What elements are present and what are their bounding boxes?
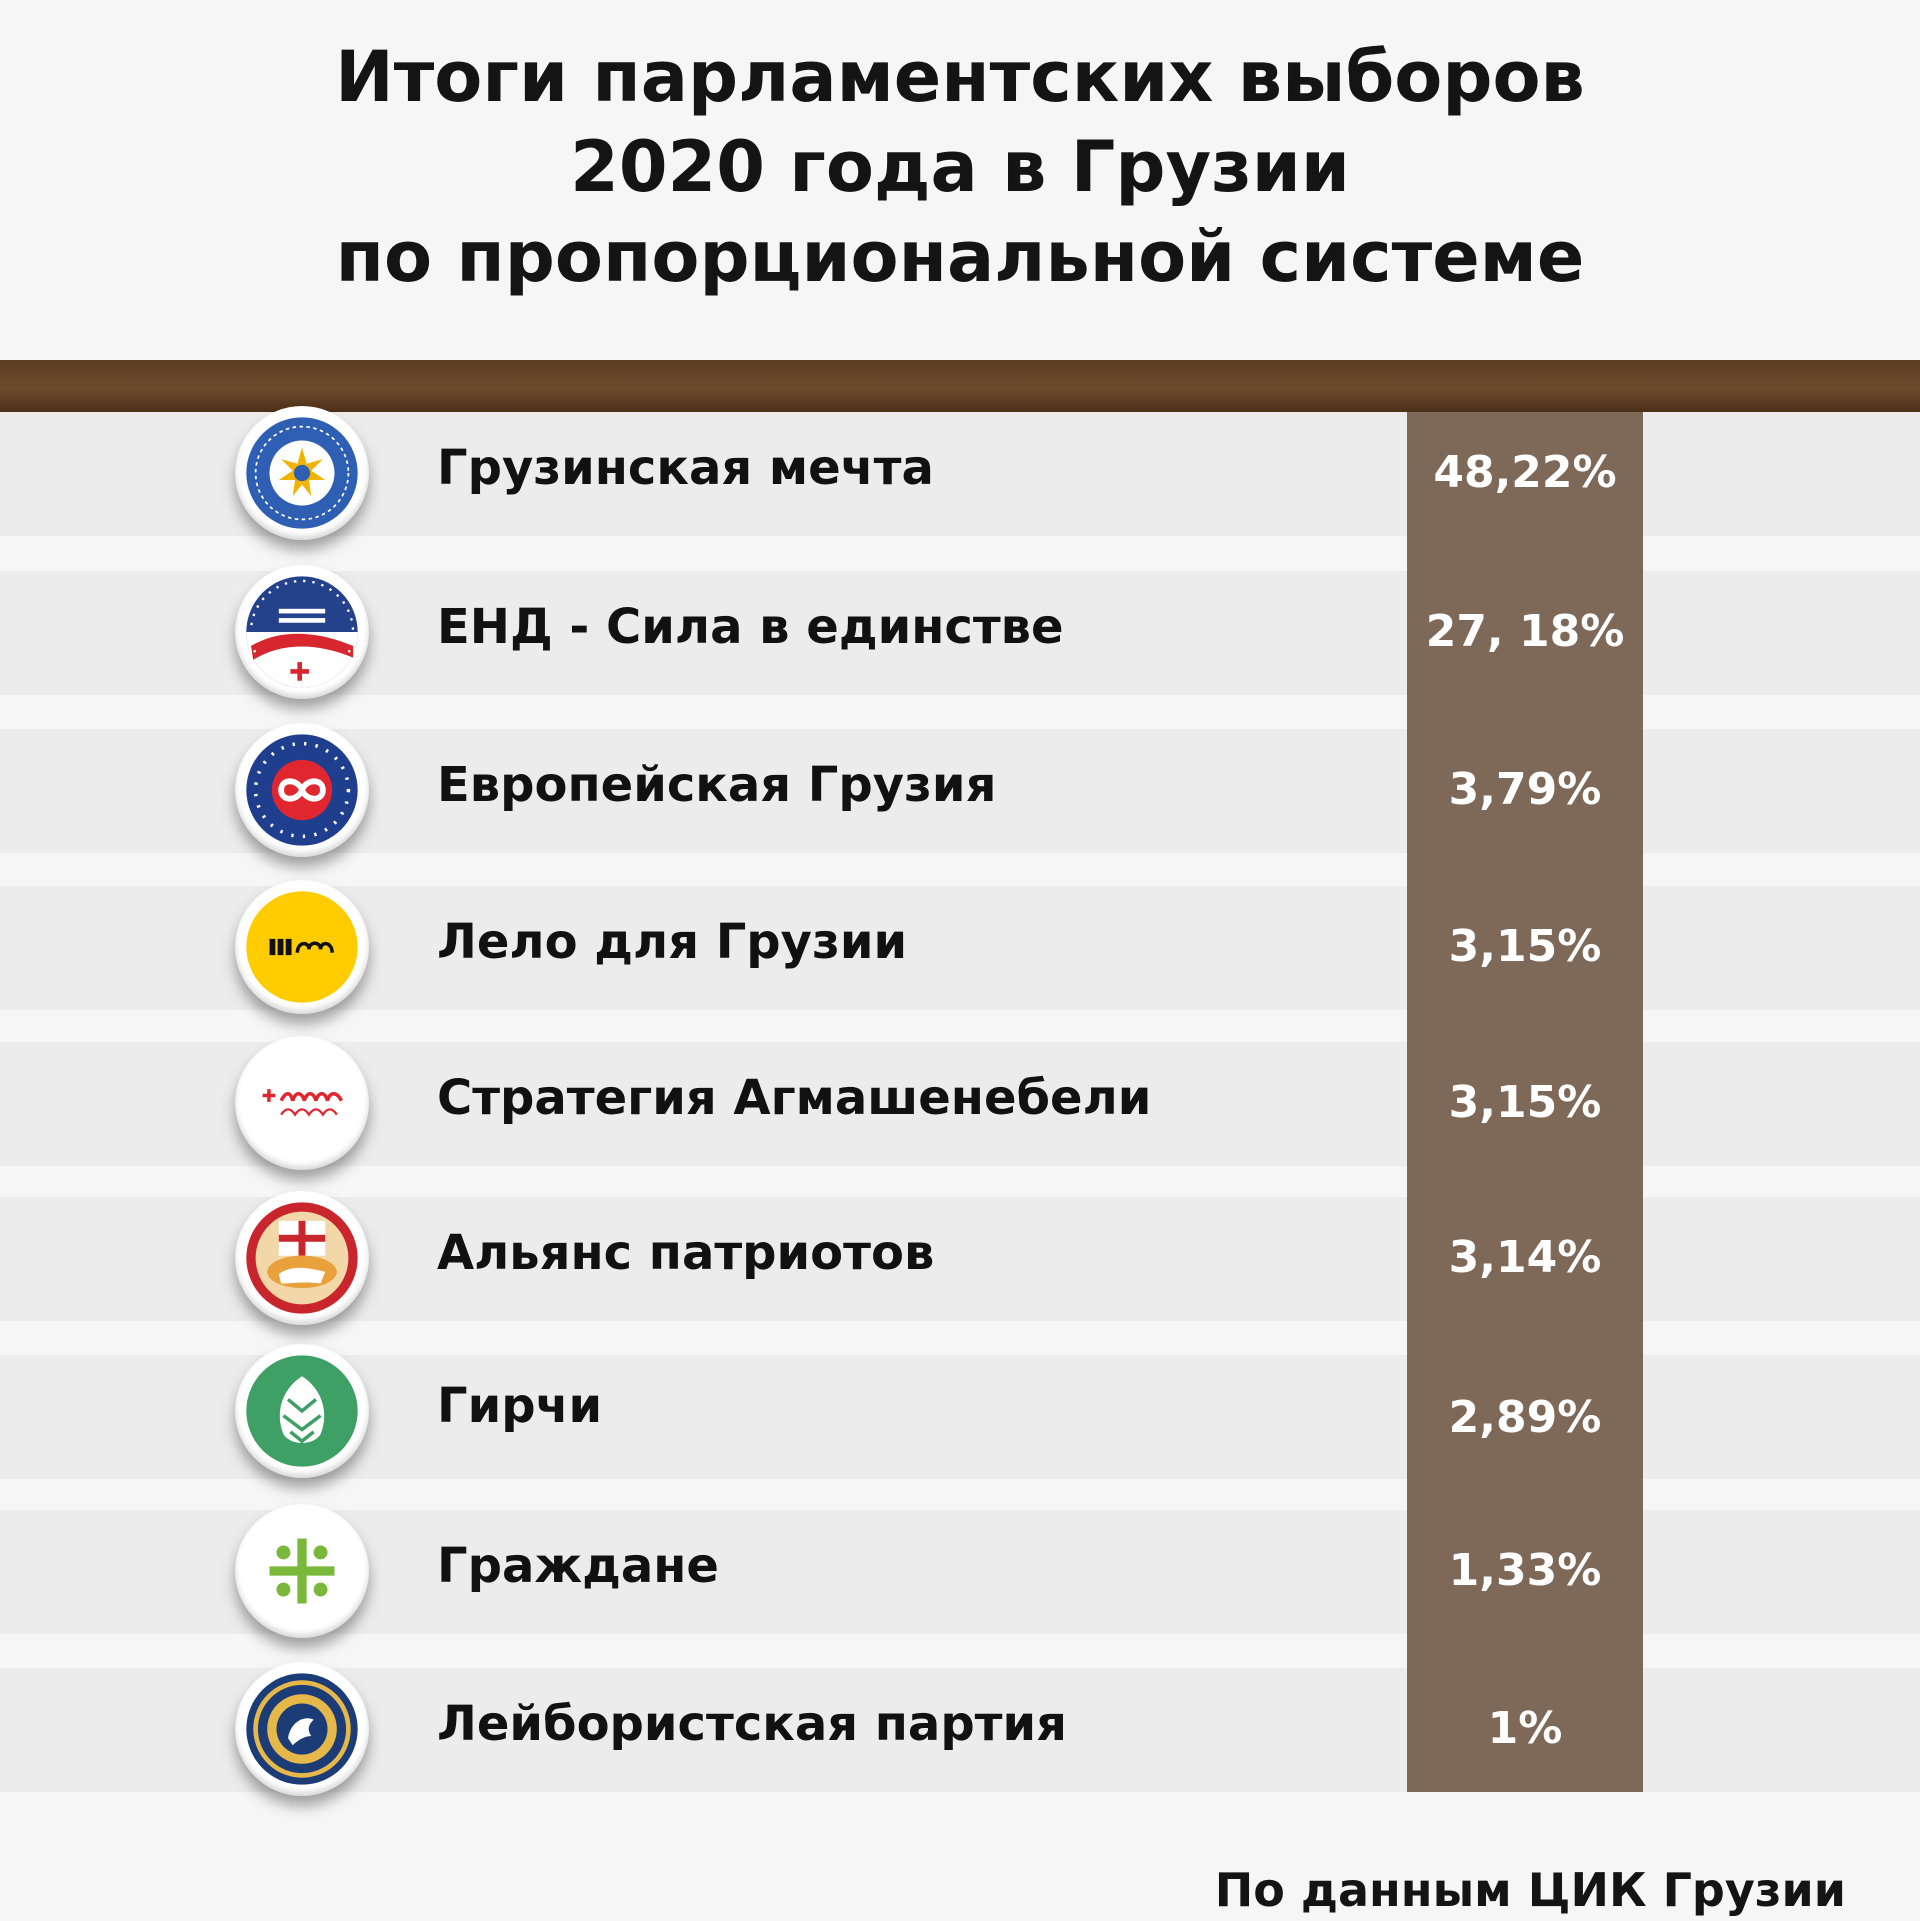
percent-label: 3,15% [1448,921,1602,972]
title-line-1: Итоги парламентских выборов [335,36,1585,118]
european-georgia-logo-icon [235,723,369,857]
party-name: Граждане [437,1538,719,1594]
party-name: Стратегия Агмашенебели [437,1070,1152,1126]
georgian-dream-logo-icon [235,406,369,540]
title-line-2: 2020 года в Грузии [570,126,1350,208]
percent-label: 48,22% [1433,447,1617,498]
party-name: Грузинская мечта [437,440,934,496]
party-name: Лейбористская партия [437,1696,1067,1752]
girchi-pinecone-logo-icon [235,1344,369,1478]
percent-label: 1% [1487,1703,1563,1754]
unm-strength-in-unity-logo-icon [235,565,369,699]
party-name: Европейская Грузия [437,757,997,813]
percent-label: 27, 18% [1425,606,1625,657]
percent-label: 3,14% [1448,1232,1602,1283]
party-name: ЕНД - Сила в единстве [437,599,1064,655]
chart-title: Итоги парламентских выборов 2020 года в … [0,32,1920,302]
percent-label: 3,79% [1448,764,1602,815]
alliance-of-patriots-logo-icon [235,1191,369,1325]
title-line-3: по пропорциональной системе [335,216,1585,298]
citizens-logo-icon [235,1504,369,1638]
percent-label: 1,33% [1448,1545,1602,1596]
lelo-logo-icon [235,880,369,1014]
party-name: Гирчи [437,1378,603,1434]
header-band [0,360,1920,412]
source-note: По данным ЦИК Грузии [1214,1863,1846,1917]
party-name: Лело для Грузии [437,914,908,970]
percent-label: 3,15% [1448,1077,1602,1128]
strategy-aghmashenebeli-logo-icon [235,1036,369,1170]
percent-label: 2,89% [1448,1392,1602,1443]
labour-party-logo-icon [235,1662,369,1796]
party-name: Альянс патриотов [437,1225,935,1281]
percent-column [1407,412,1643,1792]
